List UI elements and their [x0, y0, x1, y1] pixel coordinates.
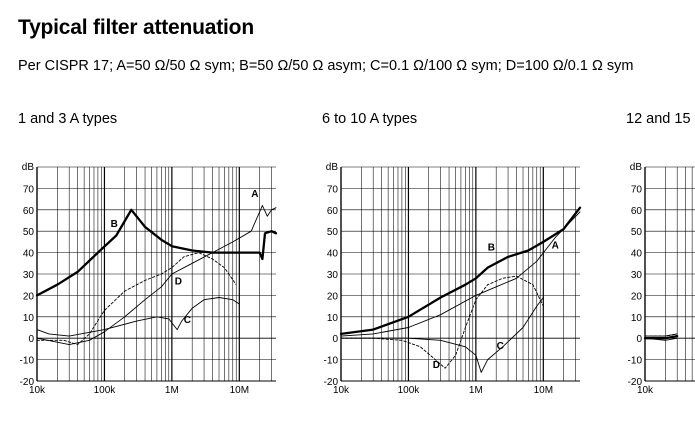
y-tick-label: 10 [327, 313, 339, 324]
y-tick-label: 10 [631, 313, 643, 324]
y-tick-label: 50 [327, 227, 339, 238]
x-tick-label: 1M [165, 385, 179, 396]
y-tick-label: -10 [324, 356, 339, 367]
y-tick-label: 0 [28, 334, 34, 345]
y-tick-label: 10 [23, 313, 35, 324]
y-tick-label: 0 [332, 334, 338, 345]
curve-label-b: B [488, 242, 495, 253]
curve-label-c: C [497, 341, 504, 352]
series-line-d [340, 275, 544, 369]
y-tick-label: -20 [20, 377, 35, 388]
y-tick-label: 30 [631, 270, 643, 281]
series-line-d [36, 252, 237, 346]
panel-title-12-15a: 12 and 15 [626, 111, 691, 127]
y-axis-unit-label: dB [326, 162, 339, 173]
x-tick-label: 100k [94, 385, 117, 396]
x-tick-label: 10M [534, 385, 553, 396]
y-tick-label: 30 [327, 270, 339, 281]
x-tick-label: 100k [398, 385, 421, 396]
y-tick-label: -10 [628, 356, 643, 367]
y-tick-label: 40 [631, 249, 643, 260]
curve-label-a: A [552, 240, 559, 251]
y-tick-label: 40 [23, 249, 35, 260]
panel-title-1-3a: 1 and 3 A types [18, 111, 118, 127]
series-line-c [644, 337, 678, 341]
chart-panel-3: -20 -10 0 10 20 30 40 50 60 70 dB 10k [628, 162, 695, 396]
y-tick-label: 20 [23, 291, 35, 302]
x-tick-label: 10k [29, 385, 46, 396]
page-subtitle: Per CISPR 17; A=50 Ω/50 Ω sym; B=50 Ω/50… [18, 58, 634, 74]
y-tick-label: 40 [327, 249, 339, 260]
y-tick-label: -20 [324, 377, 339, 388]
series-line-a [340, 211, 581, 337]
x-tick-label: 1M [469, 385, 483, 396]
panel-title-6-10a: 6 to 10 A types [322, 111, 418, 127]
y-tick-label: 0 [636, 334, 642, 345]
y-tick-label: 60 [23, 206, 35, 217]
y-axis-unit-label: dB [22, 162, 35, 173]
curve-label-b: B [111, 219, 118, 230]
y-tick-label: 70 [631, 184, 643, 195]
y-tick-label: 50 [23, 227, 35, 238]
y-tick-label: -10 [20, 356, 35, 367]
series-line-c [340, 297, 544, 373]
y-tick-label: -20 [628, 377, 643, 388]
y-tick-label: 60 [327, 206, 339, 217]
curve-label-d: D [175, 277, 182, 288]
chart-panel-2: -20 -10 0 10 20 30 40 50 60 70 dB 10k 100k 1M 10M A B C D [324, 162, 582, 396]
x-tick-label: 10M [230, 385, 249, 396]
curve-label-a: A [251, 189, 258, 200]
series-line-b [643, 334, 679, 340]
y-tick-label: 20 [631, 291, 643, 302]
chart-panel-1: -20 -10 0 10 20 30 40 50 60 70 dB 10k 100k 1M 10M A B C D [20, 162, 278, 396]
series-line-b [35, 208, 278, 297]
y-tick-label: 60 [631, 206, 643, 217]
y-tick-label: 50 [631, 227, 643, 238]
curve-label-d: D [433, 360, 440, 371]
y-tick-label: 70 [327, 184, 339, 195]
series-line-d [644, 333, 678, 337]
y-tick-label: 70 [23, 184, 35, 195]
series-line-a [36, 205, 277, 346]
series-line-c [36, 297, 240, 337]
y-tick-label: 20 [327, 291, 339, 302]
curve-label-c: C [184, 315, 191, 326]
x-tick-label: 10k [333, 385, 350, 396]
series-line-b [339, 206, 582, 336]
x-tick-label: 10k [637, 385, 654, 396]
y-tick-label: 30 [23, 270, 35, 281]
y-axis-unit-label: dB [630, 162, 643, 173]
page-title: Typical filter attenuation [18, 16, 254, 39]
